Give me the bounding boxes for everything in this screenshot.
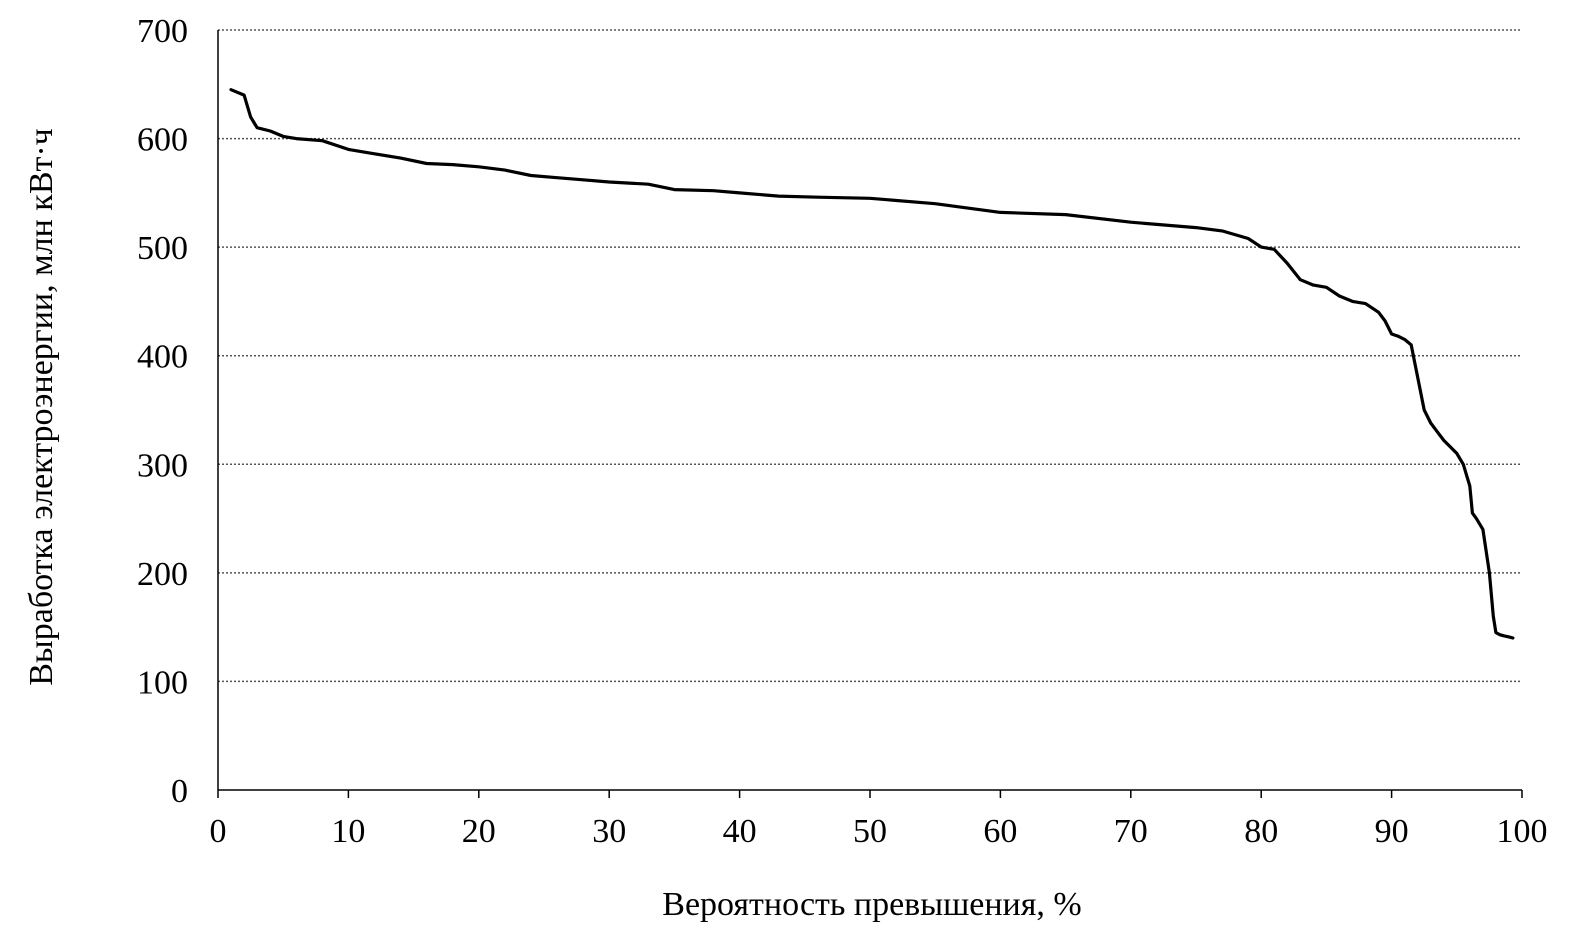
axis-layer	[217, 30, 1523, 798]
x-tick-label-70: 70	[1114, 813, 1148, 850]
y-tick-label-300: 300	[137, 447, 188, 484]
y-tick-label-200: 200	[137, 556, 188, 593]
y-tick-label-400: 400	[137, 339, 188, 376]
x-tick-label-60: 60	[983, 813, 1017, 850]
x-tick-label-80: 80	[1244, 813, 1278, 850]
x-axis-title: Вероятность превышения, %	[662, 886, 1081, 923]
y-tick-label-600: 600	[137, 122, 188, 159]
y-tick-label-500: 500	[137, 230, 188, 267]
x-tick-label-90: 90	[1375, 813, 1409, 850]
x-tick-label-10: 10	[331, 813, 365, 850]
y-tick-labels: 0 100 200 300 400 500 600 700	[137, 13, 188, 810]
x-tick-label-100: 100	[1497, 813, 1548, 850]
series-layer	[229, 88, 1515, 640]
x-tick-label-0: 0	[210, 813, 227, 850]
y-tick-label-0: 0	[171, 773, 188, 810]
y-axis-title: Выработка электроэнергии, млн кВт·ч	[23, 128, 60, 686]
x-tick-label-40: 40	[723, 813, 757, 850]
x-tick-labels: 0 10 20 30 40 50 60 70 80 90 100	[210, 813, 1548, 850]
series-line-0	[229, 88, 1515, 640]
x-tick-label-20: 20	[462, 813, 496, 850]
grid-layer	[218, 29, 1522, 683]
y-tick-label-700: 700	[137, 13, 188, 50]
x-tick-label-30: 30	[592, 813, 626, 850]
x-tick-label-50: 50	[853, 813, 887, 850]
y-tick-label-100: 100	[137, 664, 188, 701]
